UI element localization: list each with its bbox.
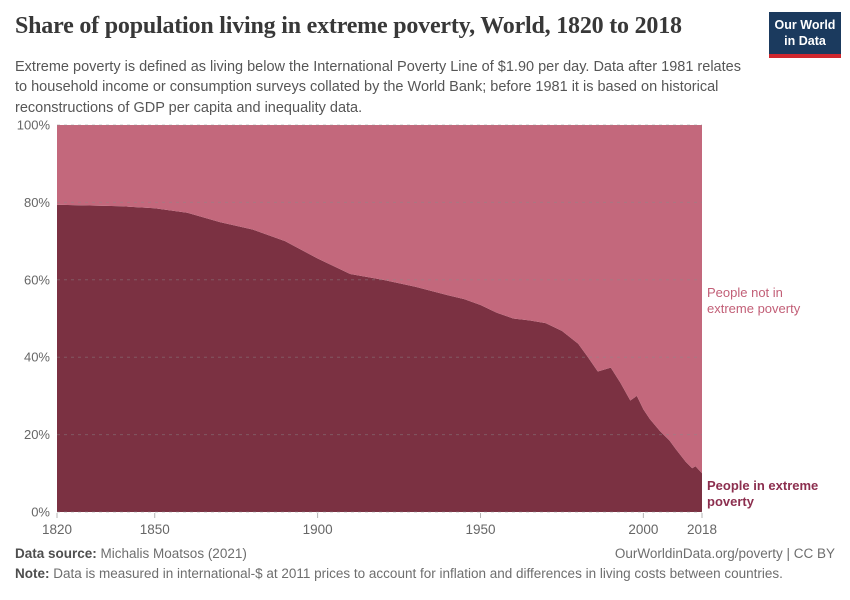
x-tick-label-2000: 2000 <box>628 522 658 537</box>
owid-logo-line1: Our World <box>774 18 836 32</box>
x-tick-label-1850: 1850 <box>140 522 170 537</box>
note-value: Data is measured in international-$ at 2… <box>49 566 783 581</box>
y-tick-label-60: 60% <box>24 272 50 287</box>
y-tick-label-20: 20% <box>24 427 50 442</box>
owid-logo-line2: in Data <box>784 34 826 49</box>
series-label-line: People not in <box>707 285 783 300</box>
owid-logo[interactable]: Our World in Data <box>769 12 841 58</box>
series-label-line: People in extreme <box>707 478 819 493</box>
x-tick-label-2018: 2018 <box>687 522 717 537</box>
series-label-line: extreme poverty <box>707 301 801 317</box>
data-source: Data source: Michalis Moatsos (2021) <box>15 546 247 561</box>
page-title: Share of population living in extreme po… <box>15 13 682 39</box>
x-tick-label-1900: 1900 <box>303 522 333 537</box>
chart-note: Note: Data is measured in international-… <box>15 566 835 581</box>
data-source-label: Data source: <box>15 546 97 561</box>
y-tick-label-40: 40% <box>24 350 50 365</box>
note-label: Note: <box>15 566 50 581</box>
x-tick-label-1820: 1820 <box>42 522 72 537</box>
series-label-line: poverty <box>707 494 754 510</box>
chart-subtitle: Extreme poverty is defined as living bel… <box>15 59 741 116</box>
series-label-in-extreme-poverty[interactable]: People in extreme poverty <box>707 478 827 511</box>
owid-license-link[interactable]: OurWorldinData.org/poverty | CC BY <box>614 546 835 561</box>
y-tick-label-100: 100% <box>17 118 51 133</box>
data-source-value: Michalis Moatsos (2021) <box>96 546 247 561</box>
y-tick-label-80: 80% <box>24 195 50 210</box>
x-tick-label-1950: 1950 <box>465 522 495 537</box>
chart-footer: Data source: Michalis Moatsos (2021) Our… <box>15 546 835 581</box>
area-people-in-extreme-poverty[interactable] <box>57 204 702 512</box>
area-people-not-in-extreme-poverty[interactable] <box>57 125 702 474</box>
y-tick-label-0: 0% <box>31 505 50 520</box>
series-label-not-in-extreme-poverty[interactable]: People not in extreme poverty <box>707 285 827 318</box>
